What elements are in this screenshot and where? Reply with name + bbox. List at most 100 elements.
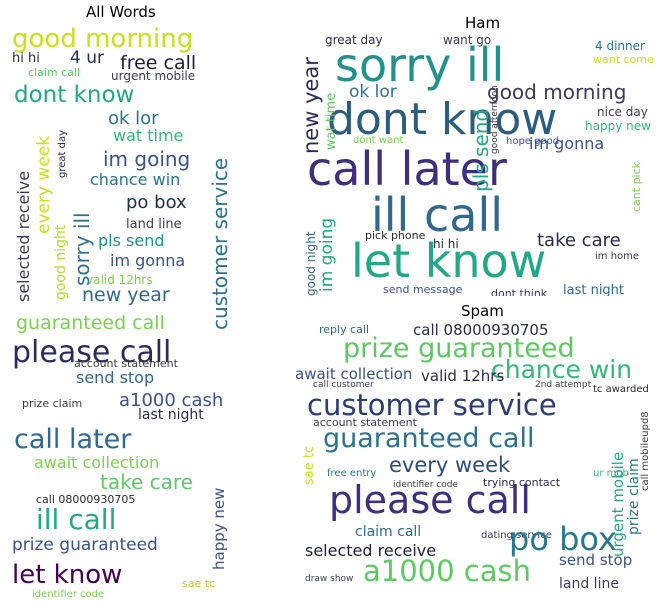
word: let know: [351, 234, 547, 288]
word: trying contact: [483, 476, 561, 489]
word: tc awarded: [593, 384, 649, 395]
word: im going: [317, 217, 337, 292]
word: sae tc: [182, 577, 216, 590]
word: let know: [12, 560, 123, 590]
word: guaranteed call: [16, 312, 165, 334]
word: send stop: [559, 551, 633, 569]
word: ur mob: [593, 468, 629, 479]
word: want come: [593, 53, 654, 66]
word: prize claim: [22, 397, 83, 410]
ham-title: Ham: [465, 14, 501, 32]
word: free entry: [327, 468, 377, 479]
word: ill call: [36, 503, 117, 536]
word: prize guaranteed: [12, 535, 158, 555]
word: wat time: [113, 126, 184, 145]
word: last night: [138, 407, 204, 423]
word: pls send: [469, 108, 493, 192]
word: sorry ill: [70, 212, 94, 286]
word: sorry ill: [335, 38, 505, 92]
word: identifier code: [32, 589, 105, 600]
word: ok lor: [349, 82, 397, 102]
word: want go: [443, 34, 492, 47]
word: dont want: [353, 135, 404, 146]
word: customer service: [208, 157, 232, 330]
word: good night: [53, 224, 69, 300]
word: land line: [559, 576, 619, 592]
word: a1000 cash: [363, 554, 531, 588]
word: pls send: [98, 231, 165, 250]
word: send message: [383, 283, 463, 296]
word: 2nd attempt: [535, 380, 592, 390]
word: po box: [126, 192, 187, 213]
word: nice day: [597, 105, 648, 119]
word: im home: [595, 251, 640, 262]
word: draw show: [305, 574, 354, 584]
all-words-cloud: good morning 4 ur free call hi hi claim …: [2, 24, 242, 602]
word: every week: [389, 453, 511, 477]
word: 4 dinner: [595, 39, 645, 53]
word: please call: [12, 335, 172, 370]
word: take care: [537, 230, 621, 251]
word: a1000 cash: [119, 390, 224, 411]
word: cant pick: [630, 161, 643, 212]
word: call mobileupd8: [640, 411, 651, 491]
word: valid 12hrs: [86, 273, 153, 287]
all-words-title: All Words: [86, 3, 156, 21]
word: call later: [14, 424, 132, 455]
word: prize guaranteed: [343, 333, 575, 364]
word: hi hi: [12, 51, 40, 66]
word: selected receive: [305, 541, 437, 560]
word: im gonna: [529, 134, 605, 153]
word: take care: [100, 470, 193, 494]
word: urgent mobile: [111, 69, 196, 83]
word: reply call: [319, 323, 369, 336]
word: po box: [509, 520, 617, 558]
word: valid 12hrs: [421, 367, 505, 385]
word: every week: [34, 135, 54, 234]
word: new year: [82, 284, 170, 306]
word: dont know: [327, 94, 558, 145]
word: call 08000930705: [36, 493, 136, 506]
word: good morning: [487, 80, 627, 104]
word: account statement: [74, 357, 178, 370]
word: free call: [120, 52, 197, 74]
word: great day: [325, 34, 383, 47]
word: please call: [329, 478, 531, 522]
word: good night: [304, 231, 318, 296]
word: identifier code: [393, 480, 458, 490]
word: im gonna: [110, 251, 186, 270]
word: claim call: [355, 524, 422, 540]
word: call customer: [313, 380, 374, 390]
word: customer service: [307, 388, 557, 422]
spam-title: Spam: [461, 302, 504, 320]
word: call 08000930705: [413, 321, 549, 339]
word: good afternoon: [490, 85, 500, 154]
word: happy new: [585, 119, 651, 133]
word: good morning: [12, 24, 194, 54]
word: sae tc: [302, 445, 317, 485]
word: account statement: [313, 416, 417, 429]
word: urgent mobile: [609, 451, 627, 557]
word: send stop: [76, 368, 155, 387]
word: 4 ur: [70, 48, 104, 68]
word: wat time: [324, 92, 339, 150]
word: pick phone: [365, 229, 426, 242]
word: happy new: [210, 487, 228, 570]
word: dont know: [14, 82, 135, 108]
word: great day: [57, 129, 68, 178]
word: last night: [563, 283, 625, 296]
word: await collection: [34, 453, 160, 472]
word: ok lor: [108, 108, 159, 129]
word: hi hi: [433, 237, 459, 251]
word: claim call: [28, 66, 81, 79]
word: selected receive: [14, 170, 33, 302]
word: chance win: [90, 170, 181, 189]
spam-cloud: reply call call 08000930705 prize guaran…: [293, 321, 657, 599]
word: chance win: [491, 355, 633, 384]
word: dont think: [491, 287, 548, 296]
word: land line: [126, 217, 182, 232]
word: await collection: [295, 365, 413, 383]
word: dating service: [481, 530, 552, 541]
ham-cloud: great day want go 4 dinner want come sor…: [293, 34, 657, 296]
word: hope good: [506, 136, 560, 147]
